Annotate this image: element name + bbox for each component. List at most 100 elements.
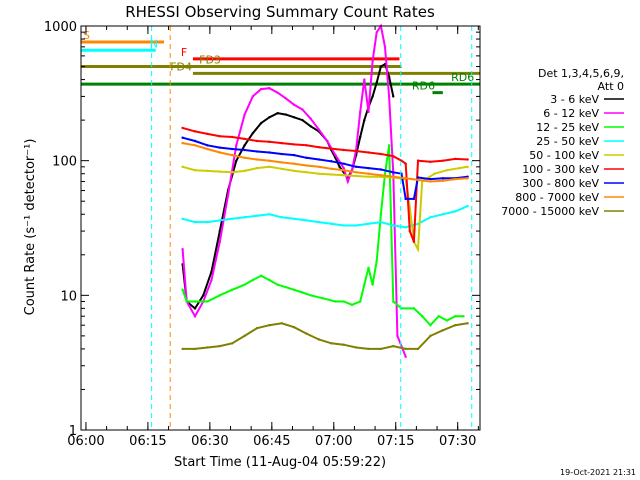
point-0-10: [259, 121, 263, 125]
point-6-1: [193, 139, 197, 143]
point-6-11: [317, 158, 321, 161]
point-5-0: [181, 126, 184, 130]
point-0-2: [193, 307, 197, 310]
point-8-8: [280, 322, 283, 325]
point-3-15: [367, 222, 370, 225]
point-2-3: [206, 300, 209, 303]
point-0-21: [338, 165, 341, 169]
point-8-0: [181, 347, 184, 351]
legend-header-0: Det 1,3,4,5,6,9,: [538, 67, 624, 80]
point-0-30: [375, 81, 378, 84]
point-7-22: [454, 177, 457, 181]
point-3-8: [280, 216, 283, 219]
series-line-8: [182, 322, 468, 350]
point-4-23: [433, 172, 436, 175]
point-3-0: [181, 217, 184, 221]
point-2-19: [359, 300, 362, 303]
x-tick-label-3: 06:45: [253, 434, 290, 449]
point-8-20: [429, 334, 432, 338]
point-4-7: [268, 165, 271, 169]
point-3-9: [292, 217, 296, 221]
point-0-9: [251, 131, 255, 135]
point-8-16: [379, 347, 383, 351]
point-5-14: [354, 149, 358, 153]
point-5-13: [342, 148, 345, 152]
point-4-13: [342, 173, 345, 177]
point-7-18: [404, 177, 407, 180]
point-5-4: [230, 135, 234, 139]
flag-label-5: RD6: [451, 71, 474, 84]
point-4-8: [280, 167, 283, 171]
point-1-33: [396, 334, 399, 338]
legend-label-1: 6 - 12 keV: [543, 107, 599, 120]
point-4-11: [317, 172, 321, 175]
legend-label-5: 100 - 300 keV: [522, 163, 599, 176]
point-5-22: [416, 159, 420, 162]
point-7-14: [354, 171, 358, 174]
series-line-7: [182, 142, 468, 183]
series-line-2: [181, 145, 464, 327]
y-tick-label-3: 1000: [44, 20, 77, 35]
point-7-0: [181, 141, 184, 145]
point-8-9: [292, 325, 296, 329]
point-1-26: [367, 110, 370, 114]
point-6-0: [181, 136, 184, 139]
point-2-30: [420, 314, 424, 318]
point-1-8: [243, 113, 246, 116]
flag-label-6: RD6: [412, 80, 435, 93]
point-2-8: [259, 274, 263, 277]
point-2-12: [292, 288, 296, 291]
x-tick-label-0: 06:00: [67, 434, 104, 449]
point-0-13: [284, 113, 288, 116]
point-5-25: [454, 157, 457, 161]
point-2-23: [375, 259, 378, 263]
point-2-11: [284, 285, 288, 289]
point-4-14: [354, 174, 358, 178]
point-0-12: [276, 112, 279, 115]
point-7-2: [206, 147, 209, 151]
point-7-4: [230, 153, 234, 157]
y-tick-label-1: 10: [60, 289, 77, 304]
point-1-11: [268, 87, 271, 90]
point-2-29: [412, 307, 416, 310]
point-0-3: [202, 294, 205, 297]
point-8-10: [305, 332, 308, 335]
point-1-15: [301, 108, 304, 111]
point-8-22: [454, 324, 457, 327]
point-6-2: [206, 144, 209, 147]
point-0-5: [218, 229, 221, 233]
point-3-23: [466, 204, 469, 208]
point-2-20: [363, 283, 366, 286]
point-2-0: [181, 288, 184, 291]
point-6-20: [412, 197, 416, 201]
point-7-8: [280, 161, 283, 164]
point-6-4: [230, 147, 234, 151]
point-3-12: [330, 222, 333, 225]
point-2-15: [321, 297, 325, 300]
point-2-16: [334, 300, 337, 303]
point-8-15: [367, 347, 370, 351]
point-6-19: [404, 197, 407, 201]
point-1-13: [284, 97, 288, 100]
point-1-21: [346, 180, 350, 183]
point-1-0: [181, 248, 184, 251]
point-6-9: [292, 153, 296, 157]
point-8-14: [354, 346, 358, 349]
point-5-19: [404, 162, 407, 165]
point-2-27: [392, 300, 395, 303]
point-6-3: [218, 146, 221, 149]
point-0-15: [301, 118, 304, 122]
point-5-6: [255, 139, 259, 143]
point-5-7: [268, 140, 271, 144]
point-2-7: [251, 278, 255, 282]
point-8-17: [392, 344, 395, 348]
point-2-22: [371, 283, 374, 286]
flag-bars: S N F FD3 FD4 RD6 RD6: [81, 29, 480, 95]
point-4-6: [255, 166, 259, 170]
point-6-15: [367, 166, 370, 170]
point-3-22: [454, 210, 457, 213]
point-5-24: [441, 159, 445, 162]
point-6-12: [330, 160, 333, 163]
point-0-29: [371, 95, 374, 98]
